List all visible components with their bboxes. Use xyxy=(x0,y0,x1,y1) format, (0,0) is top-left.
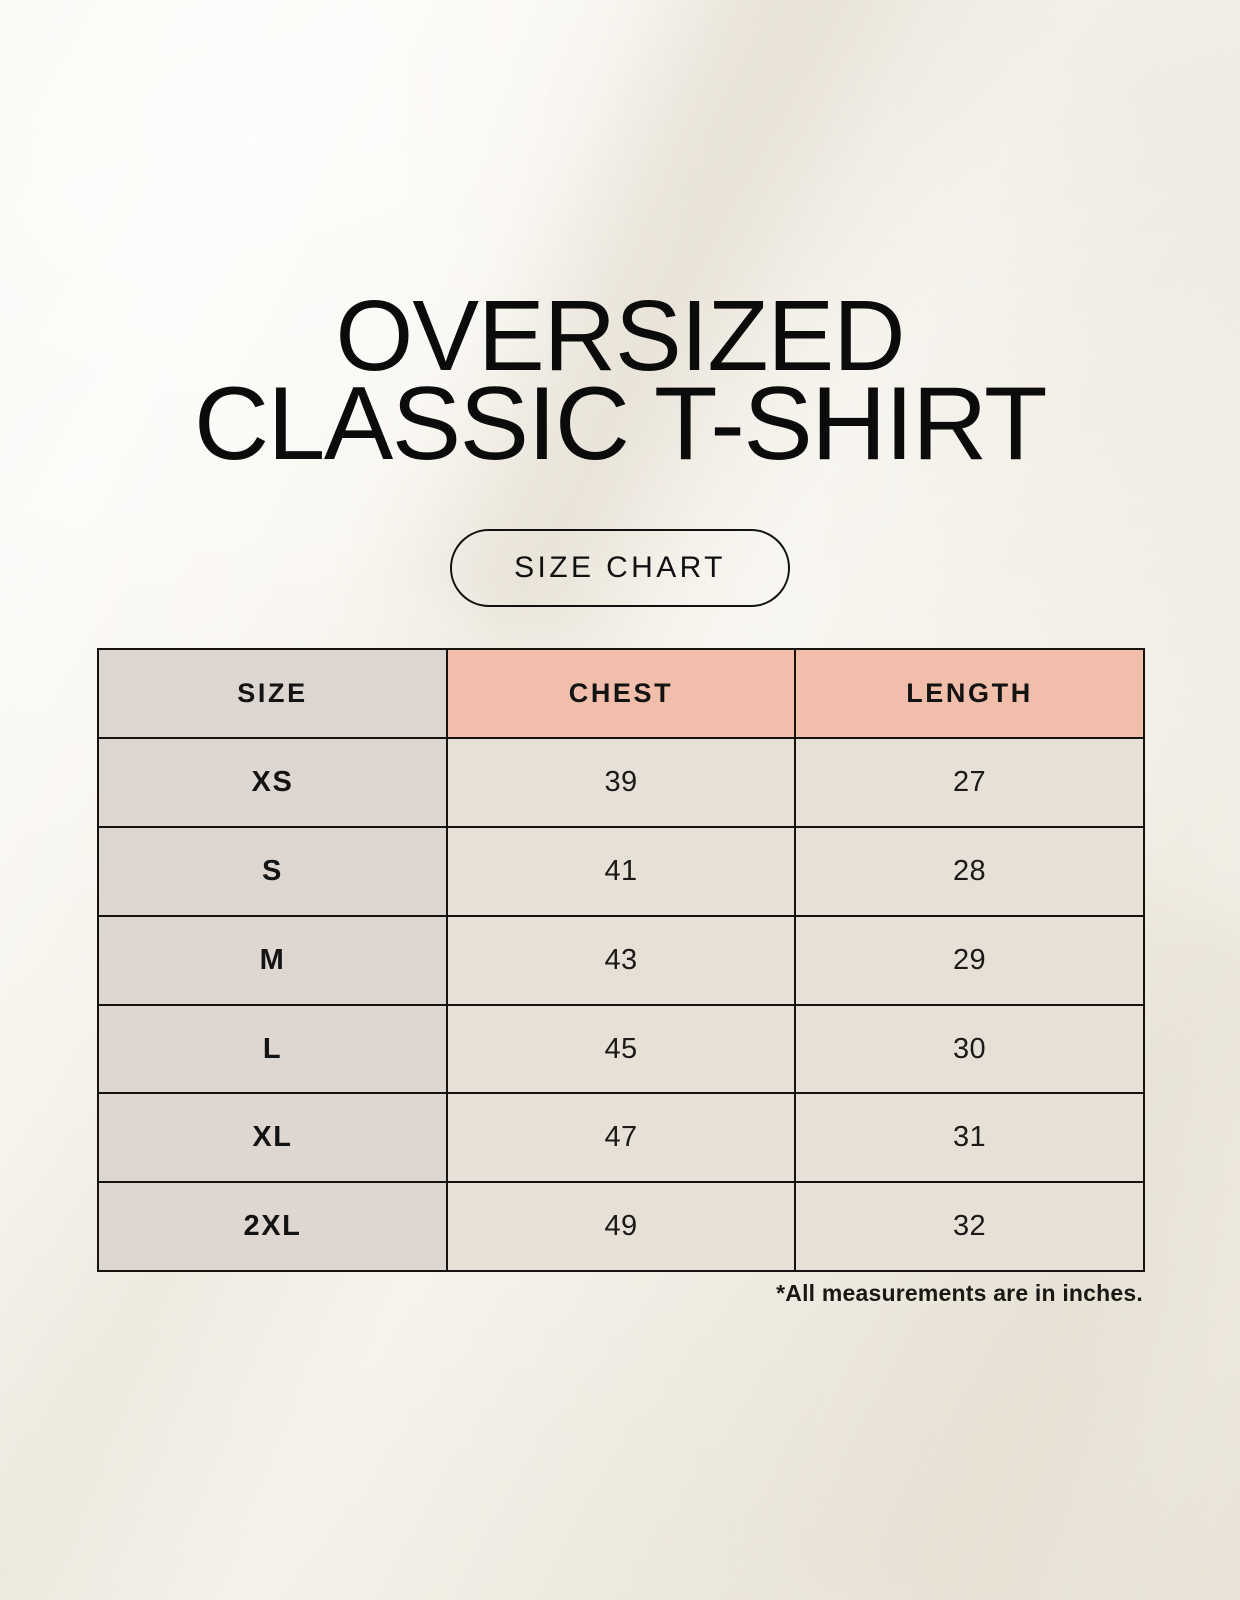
column-header-size: SIZE xyxy=(97,648,448,739)
cell-size: L xyxy=(97,1003,448,1095)
table-row: L 45 30 xyxy=(97,1003,1145,1095)
size-chart-table: SIZE CHEST LENGTH XS 39 27 S 41 28 M 43 … xyxy=(97,648,1145,1273)
badge-row: SIZE CHART xyxy=(0,529,1240,607)
size-chart-badge: SIZE CHART xyxy=(450,529,790,607)
table-row: 2XL 49 32 xyxy=(97,1181,1145,1273)
cell-size: 2XL xyxy=(97,1181,448,1273)
cell-length: 27 xyxy=(794,736,1145,828)
cell-chest: 45 xyxy=(446,1003,796,1095)
column-header-length: LENGTH xyxy=(794,648,1145,739)
table-row: XL 47 31 xyxy=(97,1092,1145,1184)
cell-size: XL xyxy=(97,1092,448,1184)
cell-size: S xyxy=(97,825,448,917)
cell-size: XS xyxy=(97,736,448,828)
table-header-row: SIZE CHEST LENGTH xyxy=(97,648,1145,739)
measurement-unit-note: *All measurements are in inches. xyxy=(776,1280,1143,1306)
cell-length: 30 xyxy=(794,1003,1145,1095)
table-row: S 41 28 xyxy=(97,825,1145,917)
cell-chest: 39 xyxy=(446,736,796,828)
cell-chest: 43 xyxy=(446,914,796,1006)
cell-chest: 49 xyxy=(446,1181,796,1273)
title-line-two: CLASSIC T-SHIRT xyxy=(193,366,1048,482)
cell-length: 32 xyxy=(794,1181,1145,1273)
page-title: OVERSIZED CLASSIC T-SHIRT xyxy=(0,286,1240,482)
cell-length: 31 xyxy=(794,1092,1145,1184)
cell-length: 28 xyxy=(794,825,1145,917)
cell-size: M xyxy=(97,914,448,1006)
table-body: XS 39 27 S 41 28 M 43 29 L 45 30 XL 47 xyxy=(97,736,1145,1273)
table-header: SIZE CHEST LENGTH xyxy=(97,648,1145,739)
cell-chest: 41 xyxy=(446,825,796,917)
cell-chest: 47 xyxy=(446,1092,796,1184)
column-header-chest: CHEST xyxy=(446,648,796,739)
table-row: M 43 29 xyxy=(97,914,1145,1006)
table-row: XS 39 27 xyxy=(97,736,1145,828)
cell-length: 29 xyxy=(794,914,1145,1006)
